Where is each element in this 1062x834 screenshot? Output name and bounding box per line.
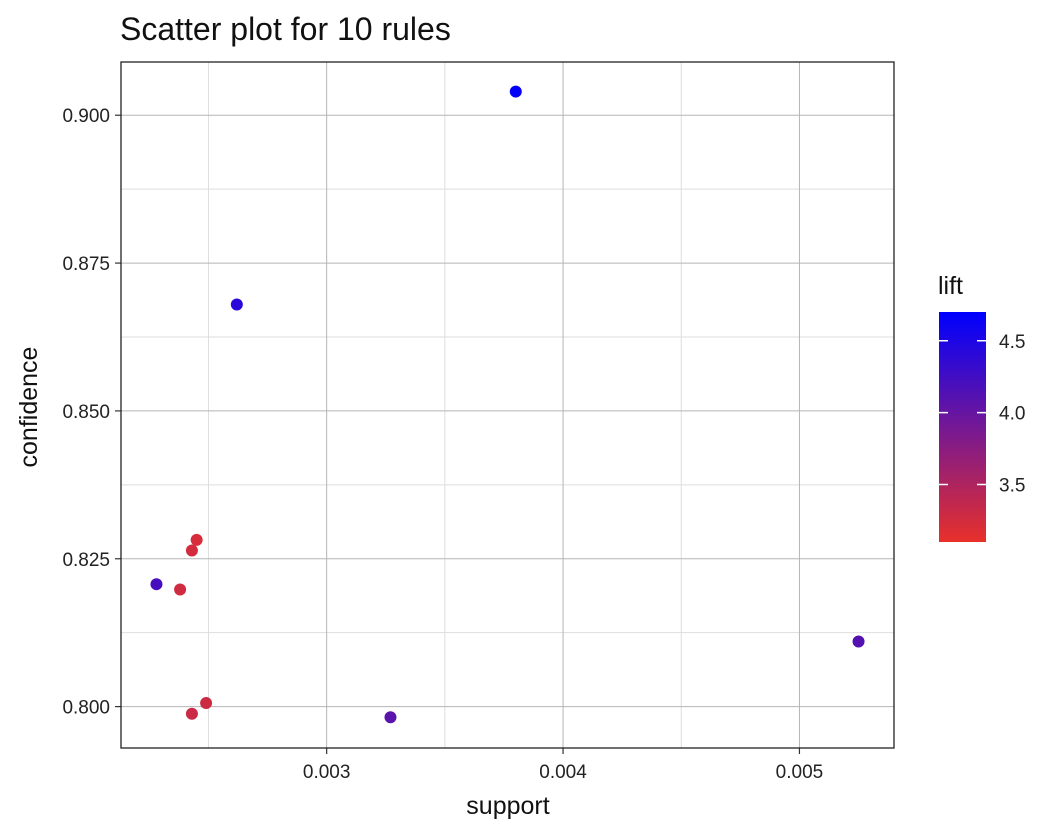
rule-point <box>174 583 187 596</box>
x-tick-label: 0.003 <box>303 762 351 783</box>
y-tick-label: 0.800 <box>62 698 110 719</box>
legend-tick-label: 4.5 <box>999 332 1025 353</box>
y-tick-label: 0.850 <box>62 402 110 423</box>
legend-tick-label: 4.0 <box>999 404 1025 425</box>
rule-point <box>509 85 522 98</box>
rule-point <box>384 711 397 724</box>
rule-point <box>150 578 163 591</box>
rule-point <box>185 544 198 557</box>
y-tick-label: 0.825 <box>62 550 110 571</box>
x-tick-label: 0.005 <box>776 762 824 783</box>
rule-point <box>230 298 243 311</box>
plot-area: 0.003 0.004 0.005 0.800 0.825 0.850 0.875 0.900 <box>62 61 895 783</box>
rule-point <box>185 707 198 720</box>
lift-legend: lift 3.5 4.0 4.5 <box>938 272 1025 542</box>
y-tick-label: 0.900 <box>62 106 110 127</box>
x-tick-label: 0.004 <box>539 762 587 783</box>
rule-point <box>852 635 865 648</box>
legend-title: lift <box>938 272 963 300</box>
rule-point <box>200 697 213 710</box>
legend-tick-label: 3.5 <box>999 476 1025 497</box>
x-axis-title: support <box>466 792 549 820</box>
panel-border <box>120 61 895 749</box>
y-tick-label: 0.875 <box>62 254 110 275</box>
rule-point <box>190 533 203 546</box>
y-axis-title: confidence <box>15 347 43 468</box>
chart-title: Scatter plot for 10 rules <box>120 11 451 47</box>
legend-colorbar <box>939 312 986 542</box>
